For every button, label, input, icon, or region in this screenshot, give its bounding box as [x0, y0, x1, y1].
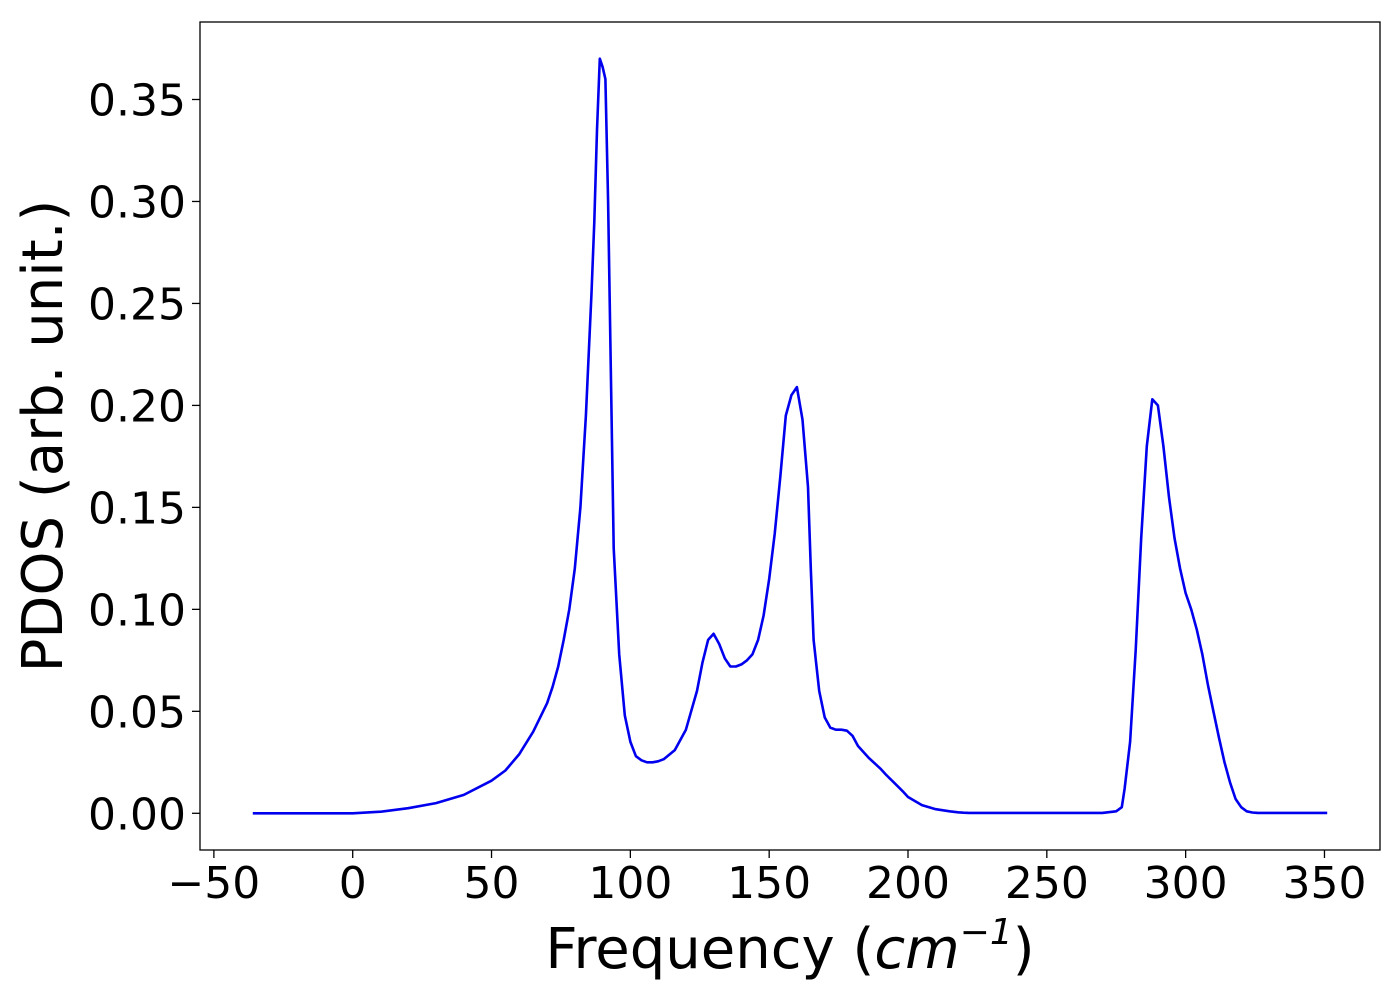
x-tick-label: 100 — [588, 858, 672, 909]
y-axis-ticks: 0.00 0.05 0.10 0.15 0.20 0.25 0.30 0.35 — [88, 75, 200, 840]
x-axis-label: Frequency (cm−1) — [545, 912, 1034, 982]
y-axis-label: PDOS (arb. unit.) — [11, 200, 76, 673]
x-tick-label: 350 — [1282, 858, 1366, 909]
x-tick-label: 150 — [727, 858, 811, 909]
plot-frame — [199, 21, 1381, 851]
x-tick-label: −50 — [167, 858, 260, 909]
y-tick-label: 0.20 — [88, 381, 186, 432]
y-tick-label: 0.05 — [88, 687, 186, 738]
x-tick-label: 200 — [866, 858, 950, 909]
y-tick-label: 0.35 — [88, 75, 186, 126]
y-tick-label: 0.30 — [88, 177, 186, 228]
y-tick-label: 0.15 — [88, 483, 186, 534]
y-tick-label: 0.25 — [88, 279, 186, 330]
x-tick-label: 250 — [1005, 858, 1089, 909]
pdos-series-line — [252, 57, 1328, 815]
x-tick-label: 50 — [464, 858, 520, 909]
y-tick-label: 0.10 — [88, 585, 186, 636]
x-tick-label: 300 — [1144, 858, 1228, 909]
x-tick-label: 0 — [339, 858, 367, 909]
x-axis-ticks: −50 0 50 100 150 200 250 300 350 — [167, 850, 1366, 909]
y-tick-label: 0.00 — [88, 789, 186, 840]
